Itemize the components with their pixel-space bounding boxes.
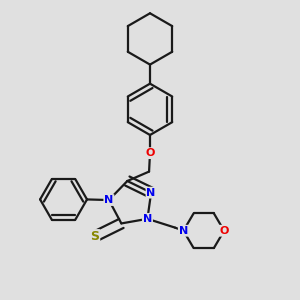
Text: N: N [146, 188, 156, 198]
Text: N: N [179, 226, 188, 236]
Text: N: N [104, 195, 113, 205]
Text: O: O [145, 148, 155, 158]
Text: S: S [90, 230, 99, 243]
Text: O: O [219, 226, 229, 236]
Text: N: N [143, 214, 152, 224]
